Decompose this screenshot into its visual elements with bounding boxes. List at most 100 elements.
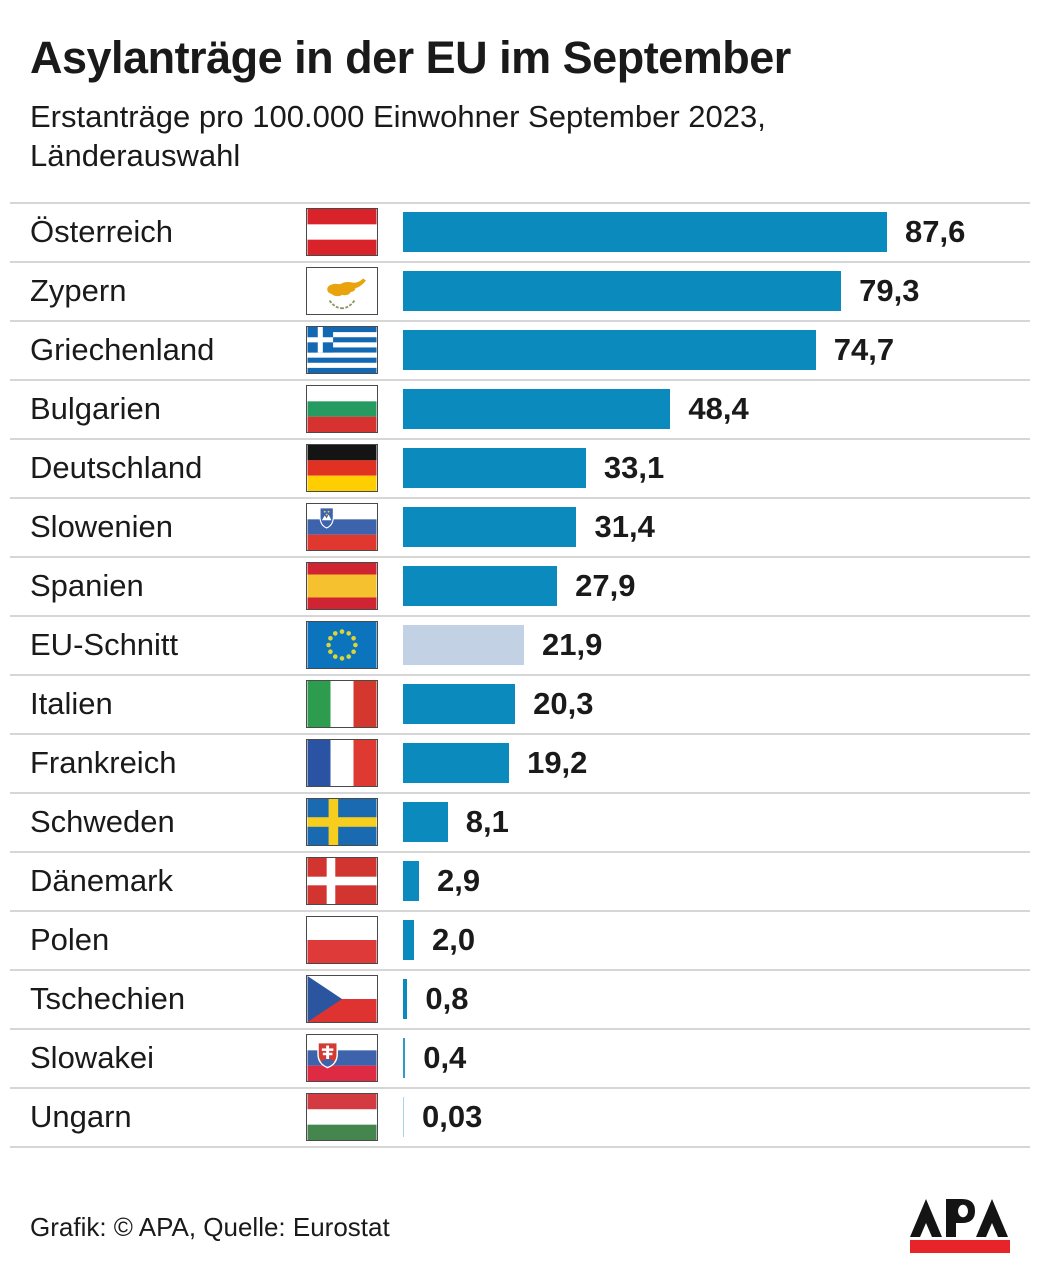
chart-row-eu-average: EU-Schnitt 21,9 <box>10 614 1030 674</box>
value-label: 0,03 <box>422 1099 483 1135</box>
value-label: 27,9 <box>575 568 636 604</box>
value-label: 31,4 <box>594 509 655 545</box>
country-label: Schweden <box>30 804 175 840</box>
france-flag-icon <box>306 739 378 788</box>
bar-hungary <box>403 1097 404 1138</box>
value-label: 87,6 <box>905 214 966 250</box>
subtitle-line-1: Erstanträge pro 100.000 Einwohner Septem… <box>30 98 766 134</box>
value-label: 0,8 <box>425 981 469 1017</box>
country-label: Polen <box>30 922 110 958</box>
value-label: 2,0 <box>432 922 476 958</box>
bar-area: 74,7 <box>403 330 1030 371</box>
bar-area: 0,03 <box>403 1097 1030 1138</box>
value-label: 21,9 <box>542 627 603 663</box>
bar-area: 79,3 <box>403 271 1030 312</box>
germany-flag-icon <box>306 444 378 493</box>
chart-row-greece: Griechenland 74,7 <box>10 319 1030 379</box>
bar-austria <box>403 212 887 253</box>
subtitle-line-2: Länderauswahl <box>30 137 241 173</box>
cyprus-flag-icon <box>306 267 378 316</box>
country-label: Slowakei <box>30 1040 155 1076</box>
bar-czechia <box>403 979 408 1020</box>
value-label: 74,7 <box>833 332 895 368</box>
country-label: Spanien <box>30 568 144 604</box>
value-label: 33,1 <box>603 450 665 486</box>
chart-row-austria: Österreich 87,6 <box>10 201 1030 261</box>
bar-area: 31,4 <box>403 507 1030 548</box>
european-union-flag-icon <box>306 621 378 670</box>
spain-flag-icon <box>306 562 378 611</box>
bar-area: 33,1 <box>403 448 1030 489</box>
bar-denmark <box>403 861 420 902</box>
bar-area: 0,4 <box>403 1038 1030 1079</box>
bar-chart: Österreich 87,6 Zypern 79,3 <box>10 201 1030 1148</box>
bar-cyprus <box>403 271 842 312</box>
country-label: Österreich <box>30 214 173 250</box>
bar-area: 48,4 <box>403 389 1030 430</box>
country-label: Deutschland <box>30 450 203 486</box>
chart-row-bulgaria: Bulgarien 48,4 <box>10 378 1030 438</box>
country-label: Italien <box>30 686 113 722</box>
chart-row-slovakia: Slowakei 0,4 <box>10 1027 1030 1087</box>
bar-area: 87,6 <box>403 212 1030 253</box>
bar-area: 20,3 <box>403 684 1030 725</box>
page-title: Asylanträge in der EU im September <box>30 32 791 83</box>
value-label: 8,1 <box>465 804 509 840</box>
bar-poland <box>403 920 415 961</box>
chart-row-cyprus: Zypern 79,3 <box>10 260 1030 320</box>
bar-france <box>403 743 510 784</box>
greece-flag-icon <box>306 326 378 375</box>
header: Asylanträge in der EU im September Ersta… <box>0 0 1041 175</box>
chart-row-czechia: Tschechien 0,8 <box>10 968 1030 1028</box>
country-label: Zypern <box>30 273 127 309</box>
footer: Grafik: © APA, Quelle: Eurostat <box>30 1196 1010 1253</box>
chart-row-denmark: Dänemark 2,9 <box>10 850 1030 910</box>
country-label: EU-Schnitt <box>30 627 179 663</box>
bar-bulgaria <box>403 389 671 430</box>
bar-sweden <box>403 802 448 843</box>
value-label: 2,9 <box>437 863 481 899</box>
bar-area: 2,0 <box>403 920 1030 961</box>
slovenia-flag-icon <box>306 503 378 552</box>
chart-row-italy: Italien 20,3 <box>10 673 1030 733</box>
value-label: 48,4 <box>688 391 749 427</box>
country-label: Griechenland <box>30 332 215 368</box>
country-label: Ungarn <box>30 1099 132 1135</box>
value-label: 0,4 <box>423 1040 467 1076</box>
bulgaria-flag-icon <box>306 385 378 434</box>
chart-row-germany: Deutschland 33,1 <box>10 437 1030 497</box>
austria-flag-icon <box>306 208 378 257</box>
value-label: 20,3 <box>533 686 594 722</box>
country-label: Bulgarien <box>30 391 161 427</box>
bar-slovenia <box>403 507 577 548</box>
chart-row-hungary: Ungarn 0,03 <box>10 1086 1030 1146</box>
value-label: 19,2 <box>527 745 588 781</box>
country-label: Frankreich <box>30 745 177 781</box>
chart-row-sweden: Schweden 8,1 <box>10 791 1030 851</box>
apa-logo <box>910 1198 1010 1253</box>
bar-eu-average <box>403 625 524 666</box>
country-label: Dänemark <box>30 863 173 899</box>
bar-area: 27,9 <box>403 566 1030 607</box>
bar-area: 0,8 <box>403 979 1030 1020</box>
credit-text: Grafik: © APA, Quelle: Eurostat <box>30 1211 390 1242</box>
bar-area: 21,9 <box>403 625 1030 666</box>
chart-row-slovenia: Slowenien 31,4 <box>10 496 1030 556</box>
bar-area: 19,2 <box>403 743 1030 784</box>
hungary-flag-icon <box>306 1093 378 1142</box>
poland-flag-icon <box>306 916 378 965</box>
value-label: 79,3 <box>859 273 920 309</box>
bar-area: 8,1 <box>403 802 1030 843</box>
country-label: Tschechien <box>30 981 186 1017</box>
denmark-flag-icon <box>306 857 378 906</box>
country-label: Slowenien <box>30 509 174 545</box>
bar-germany <box>403 448 586 489</box>
bar-greece <box>403 330 816 371</box>
chart-row-spain: Spanien 27,9 <box>10 555 1030 615</box>
slovakia-flag-icon <box>306 1034 378 1083</box>
sweden-flag-icon <box>306 798 378 847</box>
italy-flag-icon <box>306 680 378 729</box>
bar-area: 2,9 <box>403 861 1030 902</box>
chart-subtitle: Erstanträge pro 100.000 Einwohner Septem… <box>30 97 990 175</box>
bar-slovakia <box>403 1038 406 1079</box>
